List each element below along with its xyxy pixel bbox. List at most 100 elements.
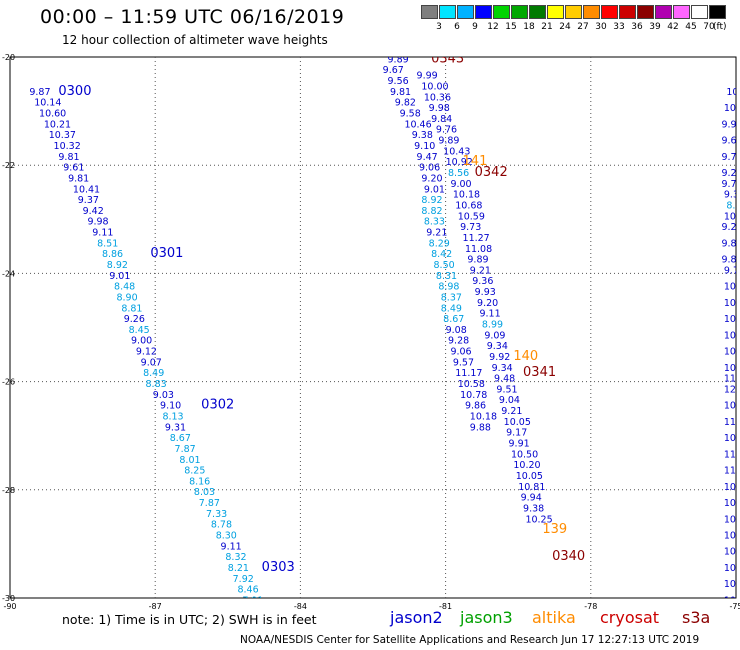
swh-value: 10.36 [424, 92, 451, 103]
swh-value: 8.29 [429, 238, 450, 249]
swh-value: 8.13 [162, 411, 183, 422]
swh-value: 10.84 [724, 498, 740, 509]
colorbar-swatch [547, 5, 564, 19]
swh-value: 10.43 [724, 282, 740, 293]
map-frame [9, 56, 737, 599]
swh-value: 9.98 [429, 103, 450, 114]
swh-value: 9.29 [721, 168, 740, 179]
swh-value: 10.78 [460, 390, 487, 401]
swh-value: 11.13 [724, 417, 740, 428]
swh-value: 9.37 [78, 195, 99, 206]
colorbar-swatch [637, 5, 654, 19]
swh-value: 9.08 [446, 325, 467, 336]
swh-value: 10.59 [458, 211, 485, 222]
swh-value: 7.87 [199, 498, 220, 509]
swh-value: 10.50 [511, 449, 538, 460]
swh-value: 11.08 [465, 244, 492, 255]
swh-value: 9.87 [721, 238, 740, 249]
swh-value: 9.11 [221, 541, 242, 552]
swh-value: 9.20 [421, 173, 442, 184]
swh-value: 8.67 [170, 433, 191, 444]
swh-value: 8.50 [434, 260, 455, 271]
footer-credit: NOAA/NESDIS Center for Satellite Applica… [240, 634, 700, 646]
swh-value: 8.56 [448, 168, 469, 179]
swh-value: 10.51 [724, 401, 740, 412]
swh-value: 10.69 [724, 563, 740, 574]
swh-value: 9.11 [92, 228, 113, 239]
swh-value: 9.10 [160, 401, 181, 412]
colorbar-tick: 27 [577, 22, 589, 32]
swh-value: 10.76 [724, 628, 740, 639]
pass-time-label: 0341 [523, 365, 556, 380]
pass-time-label: 0302 [201, 398, 234, 413]
swh-value: 9.34 [492, 363, 513, 374]
swh-value: 9.10 [414, 141, 435, 152]
swh-value: 8.92 [107, 260, 128, 271]
swh-value: 9.42 [83, 206, 104, 217]
swh-value: 9.36 [472, 276, 493, 287]
swh-value: 8.83 [146, 379, 167, 390]
swh-value: 9.74 [721, 152, 740, 163]
swh-value: 9.81 [68, 173, 89, 184]
swh-value: 8.25 [184, 466, 205, 477]
x-tick-label: -90 [3, 602, 16, 611]
swh-value: 9.81 [58, 152, 79, 163]
swh-value: 9.84 [431, 114, 452, 125]
swh-value: 9.00 [450, 179, 471, 190]
swh-value: 9.12 [136, 347, 157, 358]
colorbar-tick: 12 [487, 22, 499, 32]
swh-value: 9.38 [412, 130, 433, 141]
swh-value: 9.01 [424, 184, 445, 195]
pass-time-label: 0300 [58, 84, 91, 99]
colorbar-tick: 3 [436, 22, 442, 32]
swh-value: 8.49 [143, 368, 164, 379]
note-text: note: 1) Time is in UTC; 2) SWH is in fe… [62, 612, 317, 627]
swh-value: 8.37 [441, 292, 462, 303]
swh-value: 8.46 [237, 585, 258, 596]
swh-value: 9.03 [153, 390, 174, 401]
page-subtitle: 12 hour collection of altimeter wave hei… [62, 33, 328, 47]
swh-value: 10.43 [443, 146, 470, 157]
pass-time-label: 0343 [431, 51, 464, 66]
swh-value: 10.81 [518, 482, 545, 493]
swh-value: 9.65 [721, 136, 740, 147]
colorbar-tick: 24 [559, 22, 571, 32]
swh-value: 8.42 [431, 249, 452, 260]
swh-value: 10.68 [724, 314, 740, 325]
swh-value: 10.06 [724, 347, 740, 358]
swh-value: 9.91 [721, 119, 740, 130]
swh-value: 7.33 [206, 509, 227, 520]
colorbar-tick: 18 [523, 22, 535, 32]
colorbar-swatch [529, 5, 546, 19]
swh-value: 10.05 [504, 417, 531, 428]
x-tick-label: -75 [729, 602, 740, 611]
swh-value: 10.37 [49, 130, 76, 141]
swh-value: 9.17 [506, 428, 527, 439]
swh-value: 8.45 [129, 325, 150, 336]
swh-value: 9.38 [523, 503, 544, 514]
swh-value: 9.94 [521, 493, 542, 504]
swh-value: 10.32 [54, 141, 81, 152]
swh-value: 9.67 [383, 65, 404, 76]
colorbar-tick: 42 [667, 22, 679, 32]
swh-value: 9.00 [131, 336, 152, 347]
swh-value: 11.17 [724, 449, 740, 460]
swh-value: 9.04 [499, 395, 520, 406]
swh-value: 7.91 [242, 595, 263, 606]
swh-value: 9.76 [436, 125, 457, 136]
swh-value: 9.89 [388, 54, 409, 65]
swh-value: 8.16 [189, 476, 210, 487]
colorbar-swatch [583, 5, 600, 19]
colorbar-swatch [601, 5, 618, 19]
swh-value: 10.68 [455, 200, 482, 211]
swh-value: 10.50 [724, 330, 740, 341]
swh-value: 11.61 [724, 466, 740, 477]
swh-value: 11.56 [724, 374, 740, 385]
swh-value: 10.60 [39, 109, 66, 120]
swh-value: 9.81 [390, 87, 411, 98]
swh-value: 10.21 [44, 119, 71, 130]
swh-value: 10.49 [724, 433, 740, 444]
swh-value: 9.30 [724, 190, 740, 201]
swh-value: 9.21 [470, 265, 491, 276]
swh-value: 10.41 [73, 184, 100, 195]
